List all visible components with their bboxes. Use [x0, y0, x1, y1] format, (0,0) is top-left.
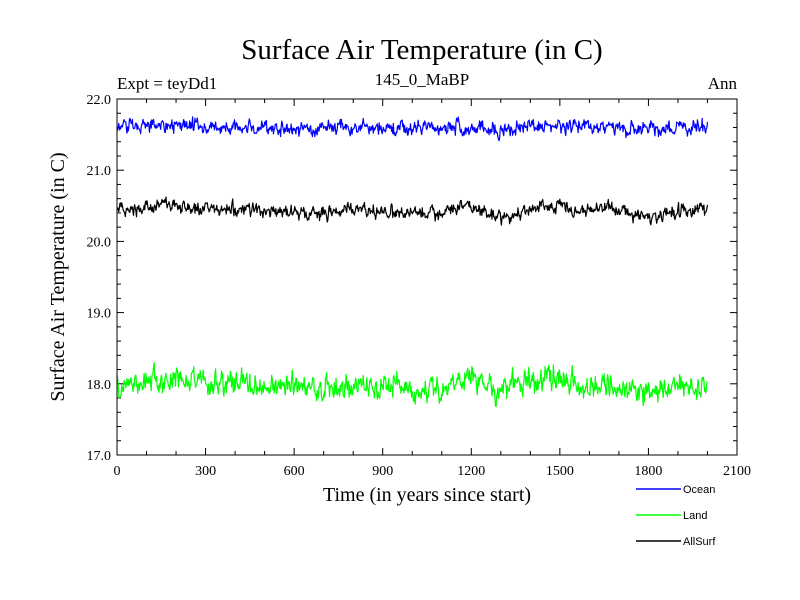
plot-frame	[116, 98, 738, 456]
y-tick-label: 18.0	[87, 378, 112, 393]
chart-title: Surface Air Temperature (in C)	[241, 34, 602, 66]
x-tick-label: 900	[372, 464, 393, 479]
legend-label-ocean: Ocean	[683, 484, 715, 496]
series-line-allsurf	[116, 196, 709, 226]
period-label: 145_0_MaBP	[375, 70, 469, 89]
y-tick-label: 22.0	[87, 93, 112, 108]
series-line-ocean	[116, 116, 709, 142]
y-tick-label: 20.0	[87, 235, 112, 250]
x-tick-label: 300	[195, 464, 216, 479]
x-tick-label: 1500	[546, 464, 574, 479]
x-tick-label: 2100	[723, 464, 751, 479]
legend: Ocean Land AllSurf	[636, 484, 716, 548]
y-tick-label: 21.0	[87, 164, 112, 179]
x-axis-label: Time (in years since start)	[323, 484, 531, 506]
season-label: Ann	[708, 74, 738, 93]
x-tick-label: 1200	[457, 464, 485, 479]
x-tick-label: 1800	[634, 464, 662, 479]
x-tick-label: 600	[284, 464, 305, 479]
series-line-land	[116, 362, 708, 408]
y-tick-label: 17.0	[87, 449, 112, 464]
legend-label-land: Land	[683, 510, 707, 522]
x-tick-label: 0	[114, 464, 121, 479]
experiment-label: Expt = teyDd1	[117, 74, 217, 93]
legend-label-allsurf: AllSurf	[683, 536, 716, 548]
y-tick-label: 19.0	[87, 307, 112, 322]
y-axis-label: Surface Air Temperature (in C)	[47, 152, 69, 401]
